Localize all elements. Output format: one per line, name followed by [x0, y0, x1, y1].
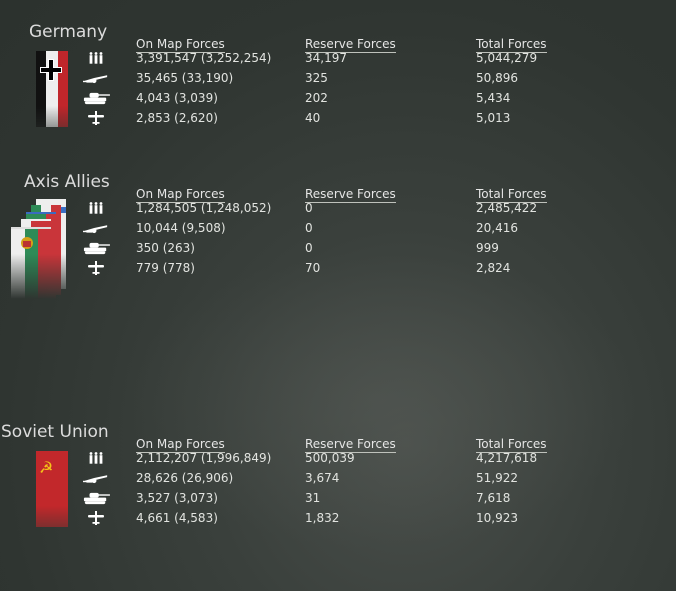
- german-flag-icon: [36, 51, 68, 127]
- aircraft-icon: [80, 261, 112, 275]
- total-value: 7,618: [476, 491, 511, 505]
- svg-text:☭: ☭: [39, 458, 53, 477]
- row-tanks: 3,527 (3,073) 31 7,618: [0, 491, 676, 511]
- total-value: 2,824: [476, 261, 511, 275]
- header-total: Total Forces: [476, 37, 547, 53]
- infantry-icon: [80, 451, 112, 465]
- reserve-value: 500,039: [305, 451, 355, 465]
- total-value: 2,485,422: [476, 201, 538, 215]
- on-map-value: 35,465 (33,190): [136, 71, 234, 85]
- on-map-value: 3,391,547 (3,252,254): [136, 51, 272, 65]
- row-infantry: 1,284,505 (1,248,052) 0 2,485,422: [0, 201, 676, 221]
- on-map-value: 1,284,505 (1,248,052): [136, 201, 272, 215]
- aircraft-icon: [80, 511, 112, 525]
- on-map-value: 2,853 (2,620): [136, 111, 218, 125]
- row-artillery: 28,626 (26,906) 3,674 51,922: [0, 471, 676, 491]
- artillery-icon: [80, 221, 112, 235]
- row-infantry: 3,391,547 (3,252,254) 34,197 5,044,279: [0, 51, 676, 71]
- reserve-value: 40: [305, 111, 321, 125]
- on-map-value: 2,112,207 (1,996,849): [136, 451, 272, 465]
- background-tanks: [120, 250, 640, 550]
- row-infantry: 2,112,207 (1,996,849) 500,039 4,217,618: [0, 451, 676, 471]
- total-value: 50,896: [476, 71, 518, 85]
- reserve-value: 0: [305, 241, 313, 255]
- faction-axis-allies: Axis Allies On Map Forces Reserve Forces…: [0, 172, 676, 307]
- aircraft-icon: [80, 111, 112, 125]
- reserve-value: 1,832: [305, 511, 340, 525]
- header-on-map: On Map Forces: [136, 437, 225, 453]
- header-total: Total Forces: [476, 187, 547, 203]
- faction-germany: Germany On Map Forces Reserve Forces Tot…: [0, 22, 676, 157]
- total-value: 5,044,279: [476, 51, 538, 65]
- total-value: 51,922: [476, 471, 518, 485]
- total-value: 999: [476, 241, 499, 255]
- total-value: 5,434: [476, 91, 511, 105]
- on-map-value: 3,527 (3,073): [136, 491, 218, 505]
- reserve-value: 0: [305, 201, 313, 215]
- tank-icon: [80, 91, 112, 105]
- faction-name: Germany: [29, 22, 108, 42]
- reserve-value: 202: [305, 91, 328, 105]
- reserve-value: 325: [305, 71, 328, 85]
- total-value: 5,013: [476, 111, 511, 125]
- on-map-value: 779 (778): [136, 261, 195, 275]
- infantry-icon: [80, 201, 112, 215]
- row-aircraft: 4,661 (4,583) 1,832 10,923: [0, 511, 676, 531]
- on-map-value: 28,626 (26,906): [136, 471, 234, 485]
- row-tanks: 4,043 (3,039) 202 5,434: [0, 91, 676, 111]
- on-map-value: 4,661 (4,583): [136, 511, 218, 525]
- total-value: 20,416: [476, 221, 518, 235]
- row-aircraft: 779 (778) 70 2,824: [0, 261, 676, 281]
- artillery-icon: [80, 71, 112, 85]
- header-on-map: On Map Forces: [136, 37, 225, 53]
- total-value: 4,217,618: [476, 451, 538, 465]
- reserve-value: 3,674: [305, 471, 340, 485]
- row-tanks: 350 (263) 0 999: [0, 241, 676, 261]
- faction-name: Axis Allies: [24, 172, 110, 192]
- header-on-map: On Map Forces: [136, 187, 225, 203]
- row-aircraft: 2,853 (2,620) 40 5,013: [0, 111, 676, 131]
- tank-icon: [80, 241, 112, 255]
- reserve-value: 70: [305, 261, 321, 275]
- header-reserve: Reserve Forces: [305, 437, 396, 453]
- infantry-icon: [80, 51, 112, 65]
- artillery-icon: [80, 471, 112, 485]
- soviet-flag-icon: ☭: [36, 451, 68, 527]
- on-map-value: 10,044 (9,508): [136, 221, 226, 235]
- total-value: 10,923: [476, 511, 518, 525]
- on-map-value: 4,043 (3,039): [136, 91, 218, 105]
- axis-allies-flags-icon: [11, 199, 66, 299]
- reserve-value: 31: [305, 491, 321, 505]
- reserve-value: 34,197: [305, 51, 347, 65]
- faction-soviet-union: Soviet Union ☭ On Map Forces Reserve For…: [0, 422, 676, 557]
- faction-name: Soviet Union: [1, 422, 109, 442]
- tank-icon: [80, 491, 112, 505]
- header-reserve: Reserve Forces: [305, 37, 396, 53]
- header-total: Total Forces: [476, 437, 547, 453]
- row-artillery: 10,044 (9,508) 0 20,416: [0, 221, 676, 241]
- row-artillery: 35,465 (33,190) 325 50,896: [0, 71, 676, 91]
- on-map-value: 350 (263): [136, 241, 195, 255]
- reserve-value: 0: [305, 221, 313, 235]
- header-reserve: Reserve Forces: [305, 187, 396, 203]
